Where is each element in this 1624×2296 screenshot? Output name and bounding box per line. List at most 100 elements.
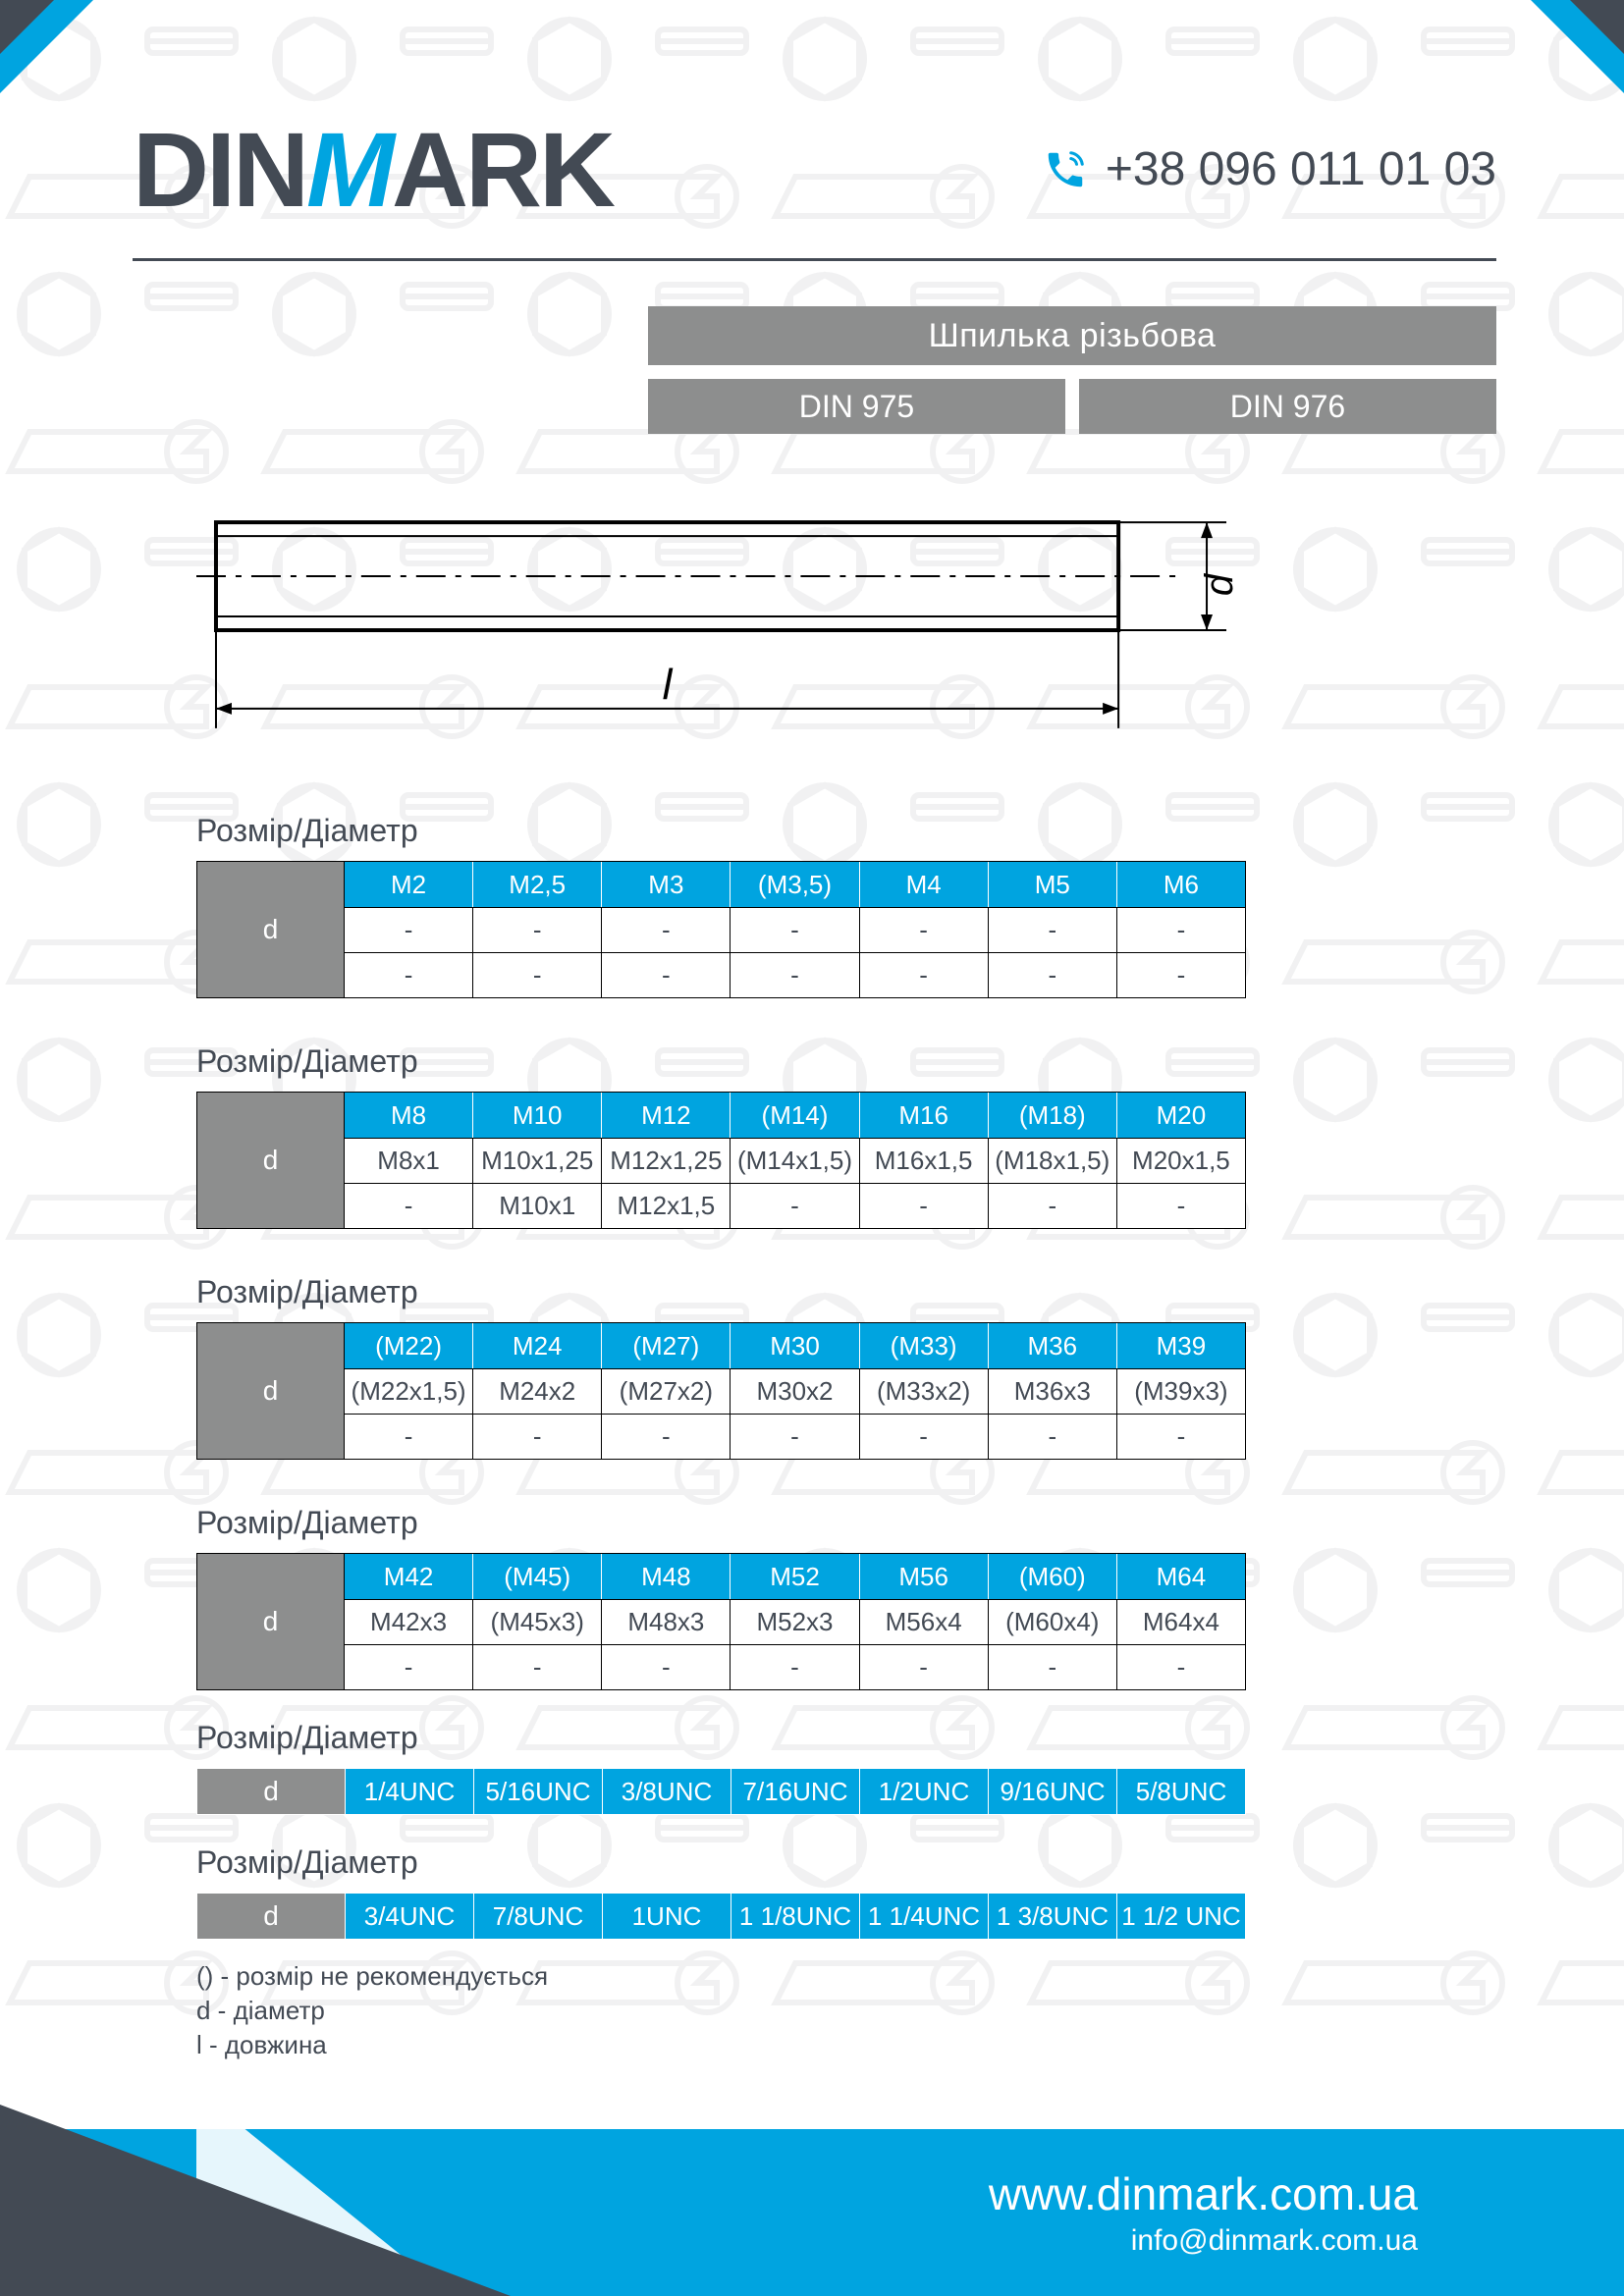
data-cell: - bbox=[730, 1644, 858, 1689]
data-cell: (M14x1,5) bbox=[730, 1138, 858, 1183]
data-cell: - bbox=[345, 907, 472, 952]
data-cell: 9/16UNC bbox=[988, 1769, 1116, 1814]
data-cell: - bbox=[472, 1644, 601, 1689]
data-cell: M16x1,5 bbox=[859, 1138, 988, 1183]
header-cell: M5 bbox=[988, 862, 1116, 907]
data-cell: 1 1/2 UNC bbox=[1116, 1894, 1245, 1939]
data-cell: - bbox=[988, 1644, 1116, 1689]
product-title: Шпилька різьбова bbox=[929, 317, 1217, 355]
size-table: dM2M2,5M3(M3,5)M4M5M6-------------- bbox=[196, 861, 1246, 998]
background-pattern bbox=[0, 0, 1624, 2022]
legend-line-2: l - довжина bbox=[196, 2028, 1246, 2062]
data-cell: M42x3 bbox=[345, 1599, 472, 1644]
table-section-2: Розмір/Діаметрd(M22)M24(M27)M30(M33)M36M… bbox=[196, 1274, 1246, 1460]
header-cell: (M60) bbox=[988, 1554, 1116, 1599]
product-title-bar: Шпилька різьбова bbox=[648, 306, 1496, 365]
section-title: Розмір/Діаметр bbox=[196, 1844, 1246, 1881]
data-cell: - bbox=[601, 1414, 730, 1459]
header-cell: M8 bbox=[345, 1093, 472, 1138]
data-cell: M24x2 bbox=[472, 1368, 601, 1414]
table-section-0: Розмір/Діаметр dM2M2,5M3(M3,5)M4M5M6-----… bbox=[196, 813, 1246, 998]
data-cell: M12x1,25 bbox=[601, 1138, 730, 1183]
data-cell: - bbox=[859, 952, 988, 997]
row-header-d: d bbox=[196, 1322, 344, 1460]
size-table: dM42(M45)M48M52M56(M60)M64M42x3(M45x3)M4… bbox=[196, 1553, 1246, 1690]
header-cell: M48 bbox=[601, 1554, 730, 1599]
table-section-unc-0: Розмір/Діаметрd1/4UNC5/16UNC3/8UNC7/16UN… bbox=[196, 1720, 1246, 1815]
footer: www.dinmark.com.ua info@dinmark.com.ua bbox=[0, 2090, 1624, 2296]
data-cell: - bbox=[988, 952, 1116, 997]
table-section-unc-1: Розмір/Діаметр d3/4UNC7/8UNC1UNC1 1/8UNC1… bbox=[196, 1844, 1246, 1940]
data-cell: - bbox=[730, 952, 858, 997]
header-rule bbox=[133, 258, 1496, 261]
header-cell: (M22) bbox=[345, 1323, 472, 1368]
data-cell: 1/4UNC bbox=[345, 1769, 473, 1814]
section-title: Розмір/Діаметр bbox=[196, 1505, 1246, 1541]
data-cell: - bbox=[730, 1414, 858, 1459]
header-cell: M12 bbox=[601, 1093, 730, 1138]
header-cell: M6 bbox=[1116, 862, 1245, 907]
footer-email: info@dinmark.com.ua bbox=[1131, 2224, 1418, 2258]
data-cell: M64x4 bbox=[1116, 1599, 1245, 1644]
data-cell: - bbox=[472, 952, 601, 997]
header-cell: M39 bbox=[1116, 1323, 1245, 1368]
size-table: dM8M10M12(M14)M16(M18)M20M8x1M10x1,25M12… bbox=[196, 1092, 1246, 1229]
data-cell: M8x1 bbox=[345, 1138, 472, 1183]
data-cell: 7/8UNC bbox=[473, 1894, 602, 1939]
data-cell: 1/2UNC bbox=[859, 1769, 988, 1814]
header-cell: M42 bbox=[345, 1554, 472, 1599]
row-header-d: d bbox=[197, 1769, 345, 1814]
data-cell: - bbox=[345, 952, 472, 997]
footer-url: www.dinmark.com.ua bbox=[989, 2167, 1418, 2220]
table-grid: (M22)M24(M27)M30(M33)M36M39(M22x1,5)M24x… bbox=[344, 1322, 1246, 1460]
size-table: d(M22)M24(M27)M30(M33)M36M39(M22x1,5)M24… bbox=[196, 1322, 1246, 1460]
table-row: ------- bbox=[345, 952, 1245, 997]
data-cell: 1 1/4UNC bbox=[859, 1894, 988, 1939]
data-cell: (M33x2) bbox=[859, 1368, 988, 1414]
header-cell: M36 bbox=[988, 1323, 1116, 1368]
table-section-1: Розмір/Діаметр dM8M10M12(M14)M16(M18)M20M… bbox=[196, 1043, 1246, 1229]
diagram-l-label: l bbox=[663, 661, 674, 709]
technical-diagram: d l bbox=[196, 503, 1246, 768]
logo-post: ARK bbox=[392, 110, 613, 229]
data-cell: - bbox=[988, 1414, 1116, 1459]
data-cell: - bbox=[1116, 907, 1245, 952]
table-row: M8x1M10x1,25M12x1,25(M14x1,5)M16x1,5(M18… bbox=[345, 1138, 1245, 1183]
header-cell: (M18) bbox=[988, 1093, 1116, 1138]
table-row: (M22x1,5)M24x2(M27x2)M30x2(M33x2)M36x3(M… bbox=[345, 1368, 1245, 1414]
section-title: Розмір/Діаметр bbox=[196, 813, 1246, 849]
section-title: Розмір/Діаметр bbox=[196, 1043, 1246, 1080]
data-cell: 1 3/8UNC bbox=[988, 1894, 1116, 1939]
header-cell: M24 bbox=[472, 1323, 601, 1368]
header: DINMARK +38 096 011 01 03 bbox=[0, 0, 1624, 231]
table-row: M42x3(M45x3)M48x3M52x3M56x4(M60x4)M64x4 bbox=[345, 1599, 1245, 1644]
data-cell: - bbox=[988, 907, 1116, 952]
table-section-3: Розмір/Діаметр dM42(M45)M48M52M56(M60)M64… bbox=[196, 1505, 1246, 1690]
data-cell: M10x1 bbox=[472, 1183, 601, 1228]
legend-line-0: () - розмір не рекомендується bbox=[196, 1959, 1246, 1994]
data-cell: M36x3 bbox=[988, 1368, 1116, 1414]
table-grid: M2M2,5M3(M3,5)M4M5M6-------------- bbox=[344, 861, 1246, 998]
header-cell: M2 bbox=[345, 862, 472, 907]
data-cell: 7/16UNC bbox=[731, 1769, 859, 1814]
table-row: ------- bbox=[345, 1644, 1245, 1689]
table-header-row: M42(M45)M48M52M56(M60)M64 bbox=[345, 1554, 1245, 1599]
data-cell: - bbox=[988, 1183, 1116, 1228]
table-row: ------- bbox=[345, 907, 1245, 952]
header-cell: M56 bbox=[859, 1554, 988, 1599]
table-header-row: M8M10M12(M14)M16(M18)M20 bbox=[345, 1093, 1245, 1138]
data-cell: - bbox=[730, 907, 858, 952]
header-cell: M16 bbox=[859, 1093, 988, 1138]
din-row: DIN 975 DIN 976 bbox=[648, 379, 1496, 434]
footer-triangle-dark bbox=[0, 2090, 511, 2296]
data-cell: - bbox=[859, 1183, 988, 1228]
size-table-single: d3/4UNC7/8UNC1UNC1 1/8UNC1 1/4UNC1 3/8UN… bbox=[196, 1893, 1246, 1940]
legend-line-1: d - діаметр bbox=[196, 1994, 1246, 2028]
data-cell: 5/8UNC bbox=[1116, 1769, 1245, 1814]
header-cell: M4 bbox=[859, 862, 988, 907]
header-cell: (M14) bbox=[730, 1093, 858, 1138]
data-cell: M10x1,25 bbox=[472, 1138, 601, 1183]
legend: () - розмір не рекомендується d - діамет… bbox=[196, 1959, 1246, 2062]
data-cell: - bbox=[859, 907, 988, 952]
data-cell: (M22x1,5) bbox=[345, 1368, 472, 1414]
